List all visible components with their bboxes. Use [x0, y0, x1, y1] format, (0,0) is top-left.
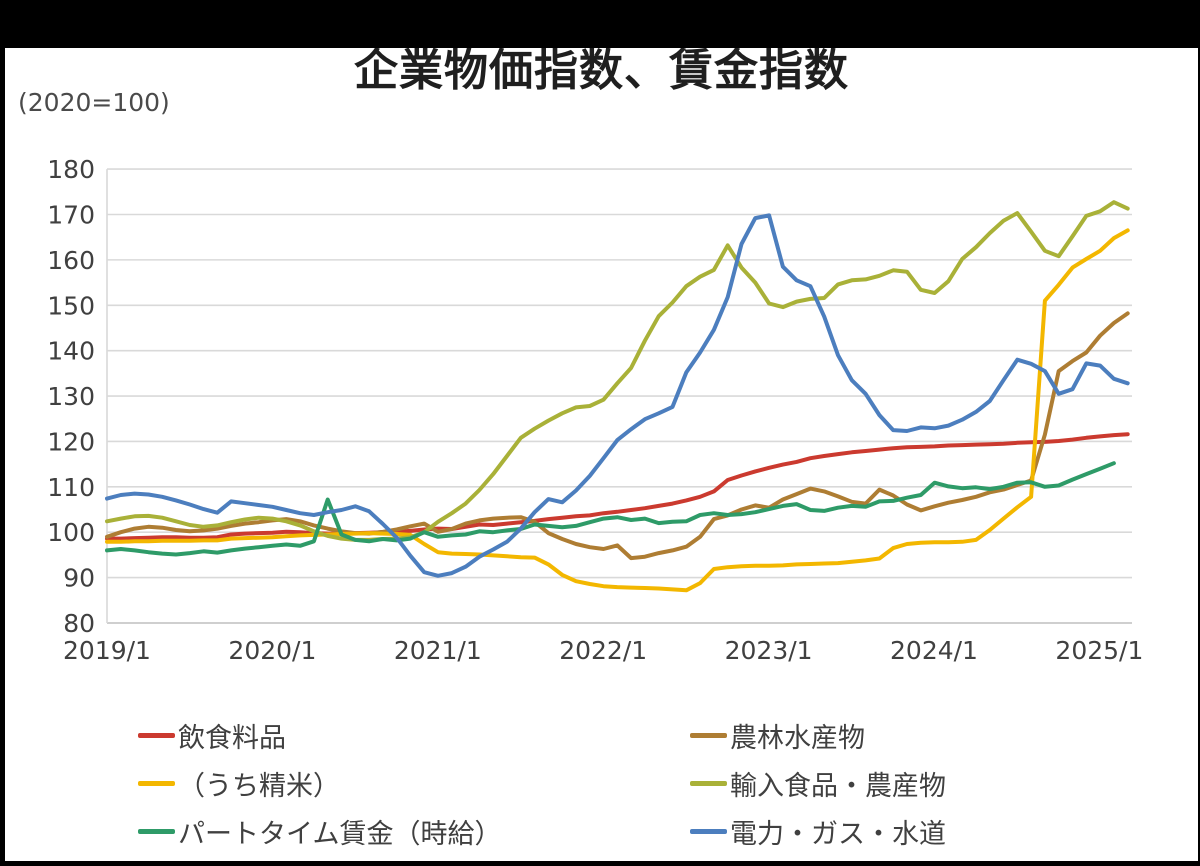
legend-item-imported-food-agri: 輸入食品・農産物	[690, 765, 946, 802]
legend-line-swatch	[690, 732, 727, 738]
legend-item-label: パートタイム賃金（時給）	[178, 818, 502, 850]
svg-text:100: 100	[47, 518, 95, 547]
svg-text:80: 80	[63, 609, 95, 638]
legend-item-label: （うち精米）	[178, 770, 340, 802]
chart-title: 企業物価指数、賃金指数	[354, 48, 849, 96]
svg-text:160: 160	[47, 246, 95, 275]
chart-sheet: 80 90 100 110 120 130 140 150 160 170 180 2019/1 202…	[5, 48, 1198, 861]
svg-text:2025/1: 2025/1	[1055, 636, 1143, 665]
legend-item-parttime-wage: パートタイム賃金（時給）	[138, 813, 502, 850]
svg-text:2022/1: 2022/1	[559, 636, 647, 665]
svg-text:170: 170	[47, 200, 95, 229]
legend-line-swatch	[138, 828, 175, 834]
legend-line-swatch	[138, 780, 175, 786]
chart-subtitle: (2020=100)	[18, 88, 170, 117]
svg-text:180: 180	[47, 155, 95, 184]
svg-text:2019/1: 2019/1	[63, 636, 151, 665]
svg-text:130: 130	[47, 382, 95, 411]
legend-item-electricity-gas-water: 電力・ガス・水道	[690, 813, 946, 850]
svg-text:150: 150	[47, 291, 95, 320]
svg-text:140: 140	[47, 337, 95, 366]
svg-text:2021/1: 2021/1	[394, 636, 482, 665]
legend-item-polished-rice: （うち精米）	[138, 765, 340, 802]
svg-text:2020/1: 2020/1	[228, 636, 316, 665]
svg-text:120: 120	[47, 427, 95, 456]
legend-item-agri-forestry-fishery: 農林水産物	[690, 717, 865, 754]
svg-text:2023/1: 2023/1	[725, 636, 813, 665]
legend-item-label: 農林水産物	[730, 722, 865, 754]
legend-item-label: 電力・ガス・水道	[730, 818, 946, 850]
svg-text:90: 90	[63, 564, 95, 593]
legend-line-swatch	[690, 780, 727, 786]
legend-item-food-beverages: 飲食料品	[138, 717, 286, 754]
svg-text:110: 110	[47, 473, 95, 502]
legend-line-swatch	[138, 732, 175, 738]
legend-item-label: 輸入食品・農産物	[730, 770, 946, 802]
legend-line-swatch	[690, 828, 727, 834]
chart-svg: 80 90 100 110 120 130 140 150 160 170 180 2019/1 202…	[47, 155, 1143, 665]
legend-item-label: 飲食料品	[178, 722, 286, 754]
svg-text:2024/1: 2024/1	[890, 636, 978, 665]
